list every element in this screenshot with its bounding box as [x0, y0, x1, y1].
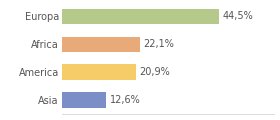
Bar — [62, 37, 140, 52]
Text: 12,6%: 12,6% — [110, 95, 141, 105]
Text: 22,1%: 22,1% — [144, 39, 174, 49]
Bar — [62, 9, 220, 24]
Text: 20,9%: 20,9% — [139, 67, 170, 77]
Text: 44,5%: 44,5% — [223, 11, 254, 21]
Bar — [62, 92, 106, 108]
Bar — [62, 64, 136, 80]
